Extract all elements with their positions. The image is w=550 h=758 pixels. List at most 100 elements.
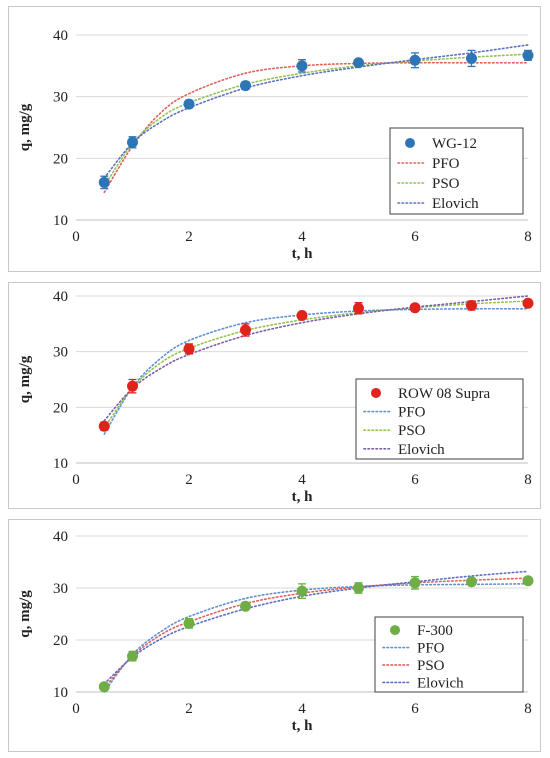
fit-curve-pso bbox=[103, 300, 529, 429]
data-point-row08 bbox=[98, 420, 110, 432]
fit-curve-pso bbox=[103, 53, 529, 187]
y-axis-title: q, mg/g bbox=[17, 103, 33, 151]
y-tick-label: 30 bbox=[53, 345, 68, 361]
legend-marker-icon bbox=[405, 138, 415, 148]
x-tick-label: 0 bbox=[72, 472, 80, 488]
x-tick-label: 0 bbox=[72, 229, 80, 245]
y-tick-label: 20 bbox=[53, 151, 68, 167]
y-tick-label: 40 bbox=[53, 529, 68, 545]
legend-label: PFO bbox=[417, 641, 445, 657]
marker bbox=[127, 136, 138, 148]
data-point-wg12 bbox=[240, 80, 251, 92]
marker bbox=[240, 600, 251, 612]
legend-label: ROW 08 Supra bbox=[398, 386, 491, 402]
y-tick-label: 30 bbox=[53, 90, 68, 106]
y-tick-label: 10 bbox=[53, 456, 68, 472]
fit-curve-pfo bbox=[103, 583, 529, 693]
data-point-wg12 bbox=[183, 98, 195, 110]
data-point-row08 bbox=[522, 297, 534, 309]
marker bbox=[353, 302, 364, 314]
data-point-row08 bbox=[409, 302, 421, 314]
marker bbox=[522, 297, 534, 309]
chart-svg-wg12: 10 20 30 40 0 2 4 6 8 t, h q, mg/g WG-12 PFO PSO Elovi… bbox=[17, 28, 534, 262]
x-axis-title: t, h bbox=[292, 718, 313, 734]
data-point-wg12 bbox=[409, 52, 421, 69]
marker bbox=[522, 49, 534, 61]
x-axis-title: t, h bbox=[292, 246, 313, 262]
marker bbox=[183, 343, 195, 355]
y-axis-title: q, mg/g bbox=[17, 355, 33, 403]
legend-marker-icon bbox=[390, 625, 400, 636]
fit-curve-elovich bbox=[103, 44, 529, 179]
legend-label: WG-12 bbox=[432, 136, 477, 152]
legend: WG-12 PFO PSO Elovich bbox=[389, 127, 524, 215]
marker bbox=[240, 80, 251, 92]
data-point-row08 bbox=[353, 302, 364, 315]
chart-panel-f300: 10 20 30 40 0 2 4 6 8 t, h q, mg/g F-300 PFO PSO Elovi… bbox=[8, 519, 541, 752]
data-point-f300 bbox=[98, 681, 110, 693]
data-point-f300 bbox=[240, 600, 251, 612]
data-point-f300 bbox=[409, 575, 421, 590]
marker bbox=[353, 57, 364, 69]
marker bbox=[296, 585, 308, 597]
data-point-wg12 bbox=[353, 57, 364, 69]
legend-label: PSO bbox=[417, 658, 445, 674]
x-tick-label: 2 bbox=[185, 472, 193, 488]
legend-label: PFO bbox=[398, 405, 426, 421]
x-tick-label: 6 bbox=[411, 472, 419, 488]
data-point-wg12 bbox=[522, 49, 534, 61]
data-point-wg12 bbox=[466, 49, 477, 68]
data-point-f300 bbox=[466, 576, 477, 588]
x-tick-label: 6 bbox=[411, 701, 419, 717]
data-point-f300 bbox=[296, 583, 308, 600]
marker bbox=[409, 54, 421, 66]
marker bbox=[127, 380, 138, 392]
legend-label: Elovich bbox=[432, 196, 479, 212]
fit-curve-pfo bbox=[103, 307, 529, 435]
fit-curve-pso bbox=[103, 577, 529, 689]
marker bbox=[183, 617, 195, 629]
fit-curve-pfo bbox=[103, 61, 529, 194]
marker bbox=[98, 176, 110, 188]
legend-label: PSO bbox=[398, 423, 426, 439]
marker bbox=[98, 420, 110, 432]
y-tick-label: 10 bbox=[53, 685, 68, 701]
x-tick-label: 6 bbox=[411, 229, 419, 245]
marker bbox=[127, 650, 138, 662]
fit-curve-elovich bbox=[103, 570, 529, 685]
chart-panel-row08: 10 20 30 40 0 2 4 6 8 t, h q, mg/g ROW 08 Supra PFO P… bbox=[8, 282, 541, 509]
data-point-f300 bbox=[127, 650, 138, 662]
data-point-row08 bbox=[240, 323, 251, 337]
x-tick-label: 4 bbox=[298, 229, 306, 245]
x-axis-title: t, h bbox=[292, 489, 313, 505]
x-tick-label: 2 bbox=[185, 701, 193, 717]
fit-curve-elovich bbox=[103, 295, 529, 422]
marker bbox=[296, 60, 308, 72]
chart-svg-f300: 10 20 30 40 0 2 4 6 8 t, h q, mg/g F-300 PFOPSOElovi… bbox=[17, 529, 534, 734]
legend: ROW 08 Supra PFO PSO Elovich bbox=[355, 378, 524, 460]
chart-svg-row08: 10 20 30 40 0 2 4 6 8 t, h q, mg/g ROW 08 Supra PFO P… bbox=[17, 289, 534, 505]
y-axis-title: q, mg/g bbox=[17, 590, 33, 638]
x-tick-label: 8 bbox=[524, 472, 532, 488]
data-point-wg12 bbox=[296, 59, 308, 73]
y-tick-label: 20 bbox=[53, 633, 68, 649]
x-tick-label: 2 bbox=[185, 229, 193, 245]
legend-label: PFO bbox=[432, 156, 460, 172]
marker bbox=[466, 52, 477, 64]
marker bbox=[353, 582, 364, 594]
data-point-row08 bbox=[183, 343, 195, 355]
chart-panel-wg12: 10 20 30 40 0 2 4 6 8 t, h q, mg/g WG-12 PFO PSO Elovi… bbox=[8, 6, 541, 272]
marker bbox=[409, 302, 421, 314]
legend-label: Elovich bbox=[417, 675, 464, 691]
y-tick-label: 40 bbox=[53, 289, 68, 305]
marker bbox=[409, 577, 421, 589]
y-tick-label: 10 bbox=[53, 213, 68, 229]
x-tick-label: 8 bbox=[524, 701, 532, 717]
data-point-row08 bbox=[127, 378, 138, 394]
marker bbox=[522, 575, 534, 587]
data-point-wg12 bbox=[127, 136, 138, 149]
y-tick-label: 20 bbox=[53, 400, 68, 416]
x-tick-label: 4 bbox=[298, 472, 306, 488]
x-tick-label: 8 bbox=[524, 229, 532, 245]
